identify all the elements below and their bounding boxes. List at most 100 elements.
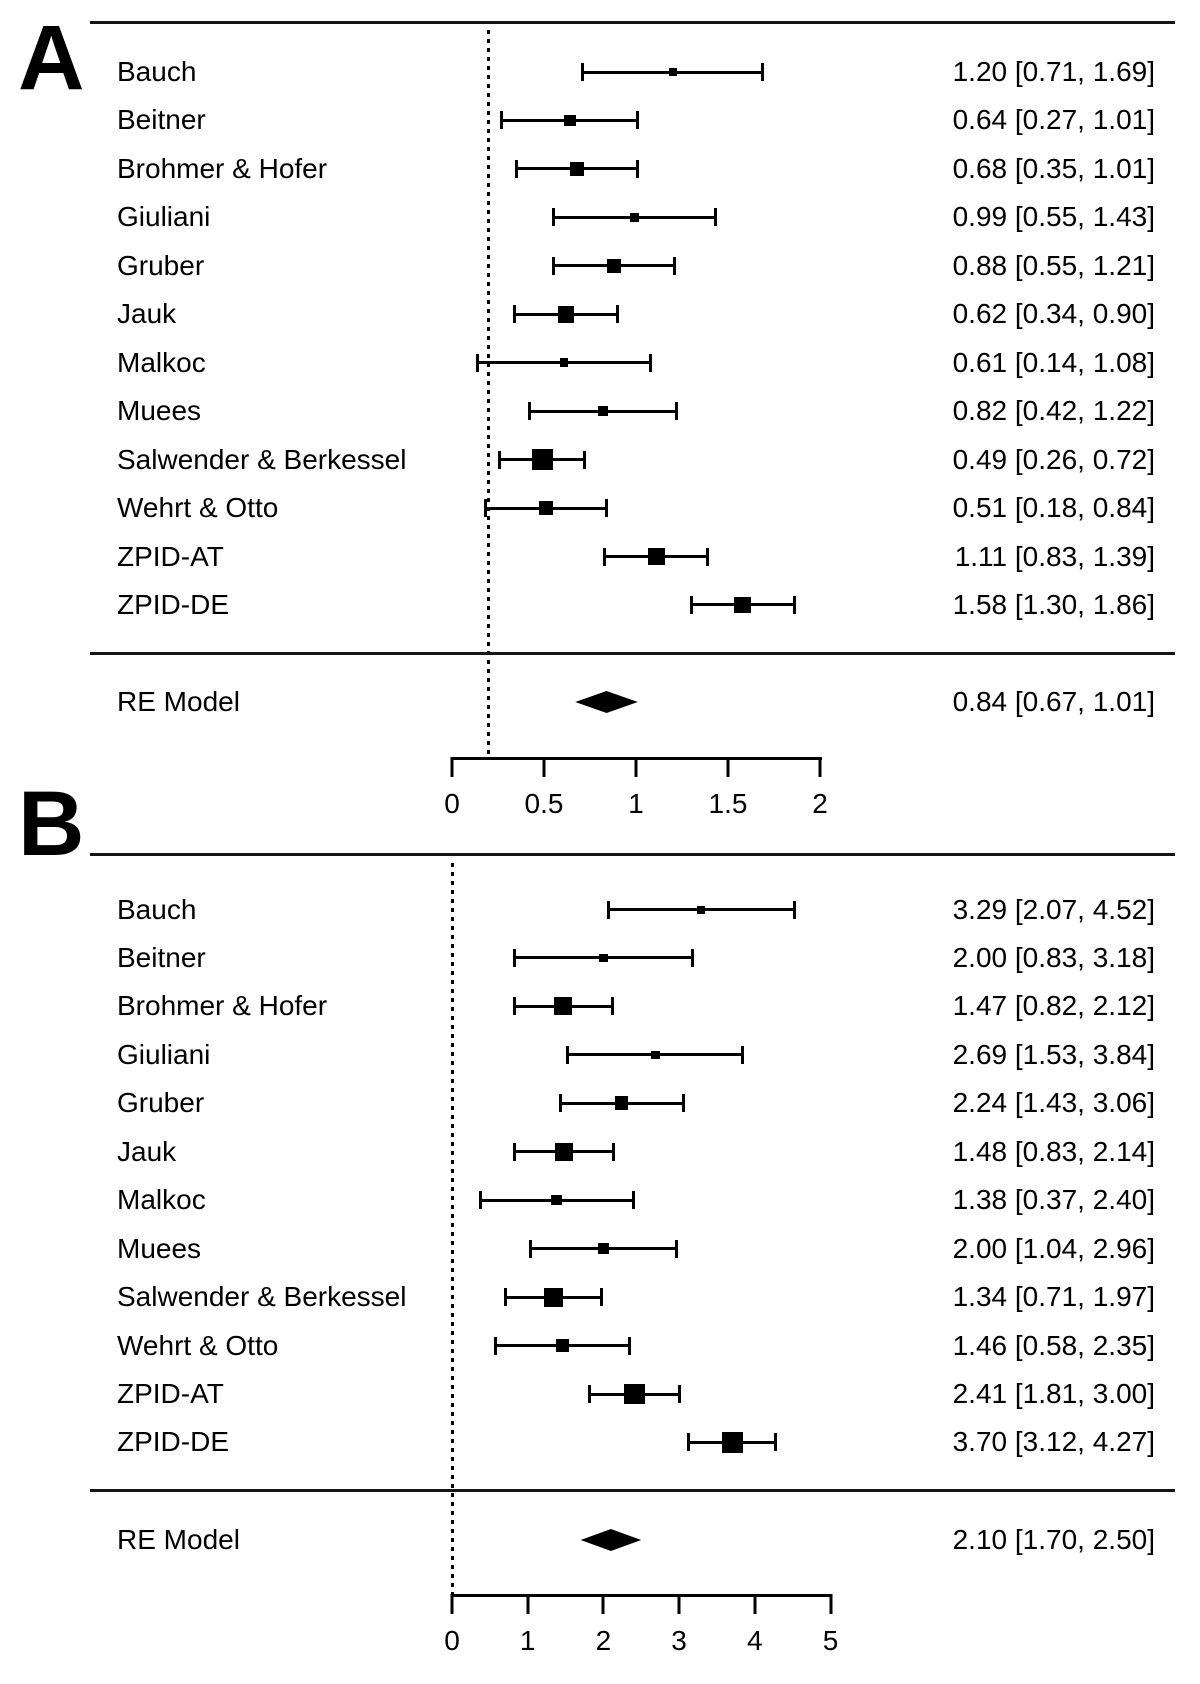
- re-model-label: RE Model: [117, 686, 240, 717]
- estimate-square: [697, 905, 706, 914]
- ci-cap-left: [689, 595, 693, 614]
- ci-cap-left: [566, 1045, 570, 1064]
- x-axis-tick-label: 4: [747, 1625, 763, 1656]
- x-axis-line: [450, 1594, 832, 1597]
- ci-cap-right: [599, 1288, 603, 1307]
- study-label: Salwender & Berkessel: [117, 443, 407, 475]
- study-label: Jauk: [117, 298, 177, 330]
- ci-cap-right: [632, 1191, 636, 1210]
- ci-cap-left: [581, 63, 585, 81]
- estimate-ci-text: 0.82 [0.42, 1.22]: [952, 395, 1155, 427]
- x-axis-tick: [542, 757, 546, 777]
- study-label: Bauch: [117, 893, 197, 925]
- study-label: Malkoc: [117, 1184, 206, 1216]
- re-model-diamond: [575, 691, 638, 713]
- estimate-square: [597, 405, 609, 417]
- estimate-square: [557, 305, 575, 323]
- ci-cap-left: [512, 997, 516, 1016]
- estimate-square: [597, 1243, 609, 1255]
- ci-cap-right: [792, 900, 796, 919]
- reference-line: [487, 30, 491, 757]
- estimate-square: [629, 212, 639, 222]
- re-model-ci-text: 2.10 [1.70, 2.50]: [952, 1524, 1155, 1555]
- ci-cap-right: [713, 208, 717, 227]
- study-label: Gruber: [117, 249, 205, 281]
- x-axis-tick-label: 0: [444, 788, 460, 819]
- ci-cap-left: [551, 256, 555, 275]
- estimate-ci-text: 3.29 [2.07, 4.52]: [952, 893, 1155, 925]
- x-axis-tick: [450, 1594, 454, 1614]
- study-label: ZPID-DE: [117, 1426, 229, 1458]
- ci-cap-right: [673, 256, 677, 275]
- study-label: Wehrt & Otto: [117, 492, 279, 524]
- ci-cap-right: [605, 499, 609, 518]
- ci-cap-right: [649, 353, 653, 372]
- estimate-ci-text: 0.68 [0.35, 1.01]: [952, 152, 1155, 184]
- re-model-label: RE Model: [117, 1524, 240, 1555]
- ci-cap-left: [527, 402, 531, 421]
- x-axis-tick-label: 5: [822, 1625, 839, 1656]
- x-axis-tick-label: 2: [595, 1625, 612, 1656]
- reference-line: [450, 863, 454, 1594]
- estimate-square: [563, 114, 576, 127]
- ci-cap-right: [612, 1142, 616, 1161]
- x-axis-tick: [829, 1594, 832, 1614]
- ci-cap-right: [691, 948, 695, 967]
- study-label: Muees: [117, 395, 202, 427]
- estimate-square: [721, 1431, 743, 1453]
- x-axis-tick: [677, 1594, 681, 1614]
- estimate-ci-text: 0.99 [0.55, 1.43]: [952, 201, 1155, 233]
- study-label: Beitner: [117, 941, 206, 973]
- estimate-square: [555, 1142, 574, 1161]
- ci-cap-right: [674, 1239, 678, 1258]
- study-label: Giuliani: [117, 1038, 211, 1070]
- estimate-square: [599, 953, 608, 963]
- ci-cap-left: [494, 1336, 498, 1355]
- estimate-ci-text: 1.47 [0.82, 2.12]: [952, 990, 1155, 1022]
- estimate-ci-text: 1.20 [0.71, 1.69]: [952, 56, 1155, 87]
- ci-cap-right: [610, 997, 614, 1016]
- x-axis-tick: [601, 1594, 605, 1614]
- estimate-square: [668, 68, 677, 76]
- estimate-ci-text: 0.61 [0.14, 1.08]: [952, 346, 1155, 378]
- estimate-square: [559, 358, 569, 367]
- estimate-ci-text: 2.00 [0.83, 3.18]: [952, 941, 1155, 973]
- estimate-square: [651, 1050, 660, 1060]
- ci-cap-right: [741, 1045, 745, 1064]
- estimate-square: [734, 596, 752, 614]
- estimate-ci-text: 1.11 [0.83, 1.39]: [954, 540, 1155, 572]
- x-axis-tick-label: 0.5: [524, 788, 564, 819]
- estimate-ci-text: 2.24 [1.43, 3.06]: [952, 1087, 1155, 1119]
- study-label: ZPID-AT: [117, 1378, 224, 1409]
- ci-cap-left: [607, 900, 611, 919]
- estimate-square: [624, 1383, 645, 1405]
- estimate-ci-text: 0.88 [0.55, 1.21]: [952, 249, 1155, 281]
- study-label: ZPID-DE: [117, 588, 229, 620]
- x-axis-tick-label: 3: [671, 1625, 687, 1656]
- x-axis-tick: [726, 757, 730, 777]
- panel-top-rule: [90, 853, 1175, 856]
- panel-a-letter: A: [18, 7, 84, 109]
- estimate-ci-text: 3.70 [3.12, 4.27]: [952, 1426, 1155, 1458]
- ci-cap-right: [636, 111, 640, 130]
- re-model-diamond: [580, 1529, 642, 1551]
- x-axis-tick-label: 0: [444, 1625, 460, 1656]
- ci-cap-right: [674, 402, 678, 421]
- study-label: Beitner: [117, 104, 206, 136]
- ci-cap-right: [706, 547, 710, 566]
- estimate-square: [614, 1096, 629, 1111]
- estimate-square: [647, 548, 665, 565]
- study-label: Jauk: [117, 1135, 177, 1167]
- ci-cap-right: [628, 1336, 632, 1355]
- estimate-ci-text: 0.51 [0.18, 0.84]: [952, 492, 1155, 524]
- study-label: Muees: [117, 1232, 202, 1264]
- estimate-square: [607, 259, 621, 273]
- estimate-square: [544, 1287, 563, 1307]
- study-label: Bauch: [117, 56, 197, 87]
- ci-cap-left: [529, 1239, 533, 1258]
- summary-separator-rule: [90, 1489, 1175, 1492]
- study-label: Malkoc: [117, 346, 206, 378]
- ci-cap-left: [478, 1191, 482, 1210]
